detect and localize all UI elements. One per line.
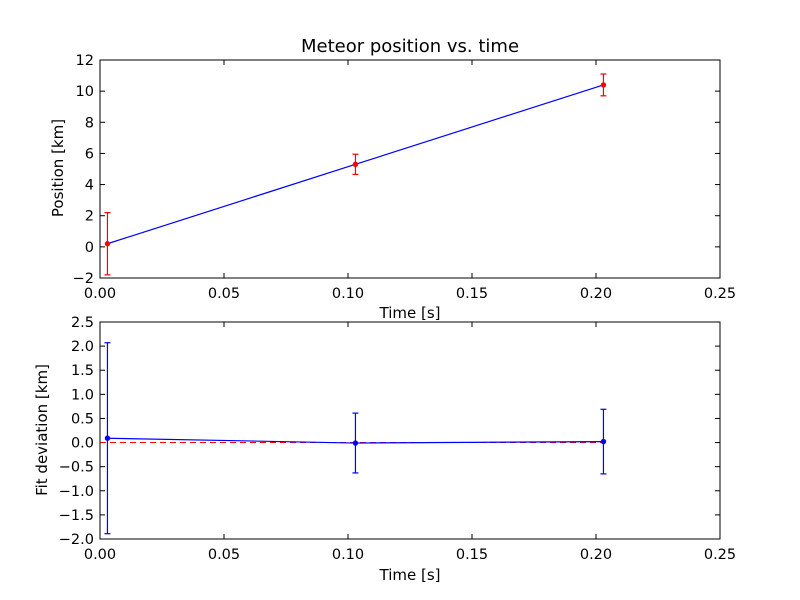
x-tick-label: 0.10 bbox=[332, 286, 364, 302]
y-tick-label: 2 bbox=[85, 209, 94, 225]
y-tick-labels: −2.0 −1.5 −1.0 −0.5 0.0 0.5 1.0 1.5 2.0 2.5 bbox=[59, 315, 94, 548]
chart-title: Meteor position vs. time bbox=[301, 36, 519, 57]
y-tick-label: 4 bbox=[85, 178, 94, 194]
y-tick-label: −0.5 bbox=[59, 460, 94, 476]
x-tick-label: 0.20 bbox=[580, 286, 612, 302]
data-point bbox=[600, 82, 607, 88]
x-tick-label: 0.15 bbox=[456, 547, 488, 563]
y-tick-label: 12 bbox=[76, 53, 94, 69]
x-tick-labels: 0.00 0.05 0.10 0.15 0.20 0.25 bbox=[84, 547, 736, 563]
axes-frame bbox=[99, 321, 721, 540]
y-tick-label: 8 bbox=[85, 115, 94, 131]
y-tick-label: 2.5 bbox=[71, 315, 94, 331]
y-tick-label: 1.5 bbox=[71, 363, 94, 379]
y-tick-labels: −2 0 2 4 6 8 10 12 bbox=[73, 53, 94, 287]
y-tick-label: 6 bbox=[85, 146, 94, 162]
plot-area bbox=[104, 73, 607, 276]
y-tick-label: −1.0 bbox=[59, 484, 94, 500]
y-tick-label: −2.0 bbox=[59, 532, 94, 548]
x-tick-label: 0.05 bbox=[208, 547, 240, 563]
x-tick-label: 0.20 bbox=[580, 547, 612, 563]
x-tick-label: 0.25 bbox=[704, 286, 736, 302]
y-tick-label: 2.0 bbox=[71, 339, 94, 355]
data-point bbox=[600, 438, 607, 445]
x-tick-label: 0.10 bbox=[332, 547, 364, 563]
x-tick-label: 0.00 bbox=[84, 547, 116, 563]
y-tick-label: 0.5 bbox=[71, 411, 94, 427]
y-axis-label: Fit deviation [km] bbox=[33, 364, 51, 496]
y-tick-label: 10 bbox=[76, 84, 94, 100]
y-tick-label: 0.0 bbox=[71, 436, 94, 452]
x-tick-label: 0.05 bbox=[208, 286, 240, 302]
x-tick-labels: 0.00 0.05 0.10 0.15 0.20 0.25 bbox=[84, 286, 736, 302]
plot-area bbox=[100, 342, 607, 535]
data-point bbox=[352, 440, 359, 446]
data-point bbox=[352, 161, 359, 168]
x-axis-label: Time [s] bbox=[379, 304, 441, 322]
chart-fit-deviation: Time [s] Fit deviation [km] 0.00 0.05 0.10… bbox=[33, 315, 736, 584]
y-tick-label: 1.0 bbox=[71, 387, 94, 403]
x-tick-label: 0.00 bbox=[84, 286, 116, 302]
y-tick-label: −2 bbox=[73, 271, 94, 287]
axes-frame bbox=[99, 59, 721, 279]
data-point bbox=[104, 435, 111, 441]
x-tick-label: 0.15 bbox=[456, 286, 488, 302]
data-point bbox=[104, 241, 111, 247]
y-tick-label: −1.5 bbox=[59, 508, 94, 524]
y-axis-label: Position [km] bbox=[49, 119, 67, 217]
chart-position-vs-time: Meteor position vs. time Time [s] Positi… bbox=[49, 36, 736, 322]
x-tick-label: 0.25 bbox=[704, 547, 736, 563]
y-tick-label: 0 bbox=[85, 240, 94, 256]
x-axis-label: Time [s] bbox=[379, 566, 441, 584]
